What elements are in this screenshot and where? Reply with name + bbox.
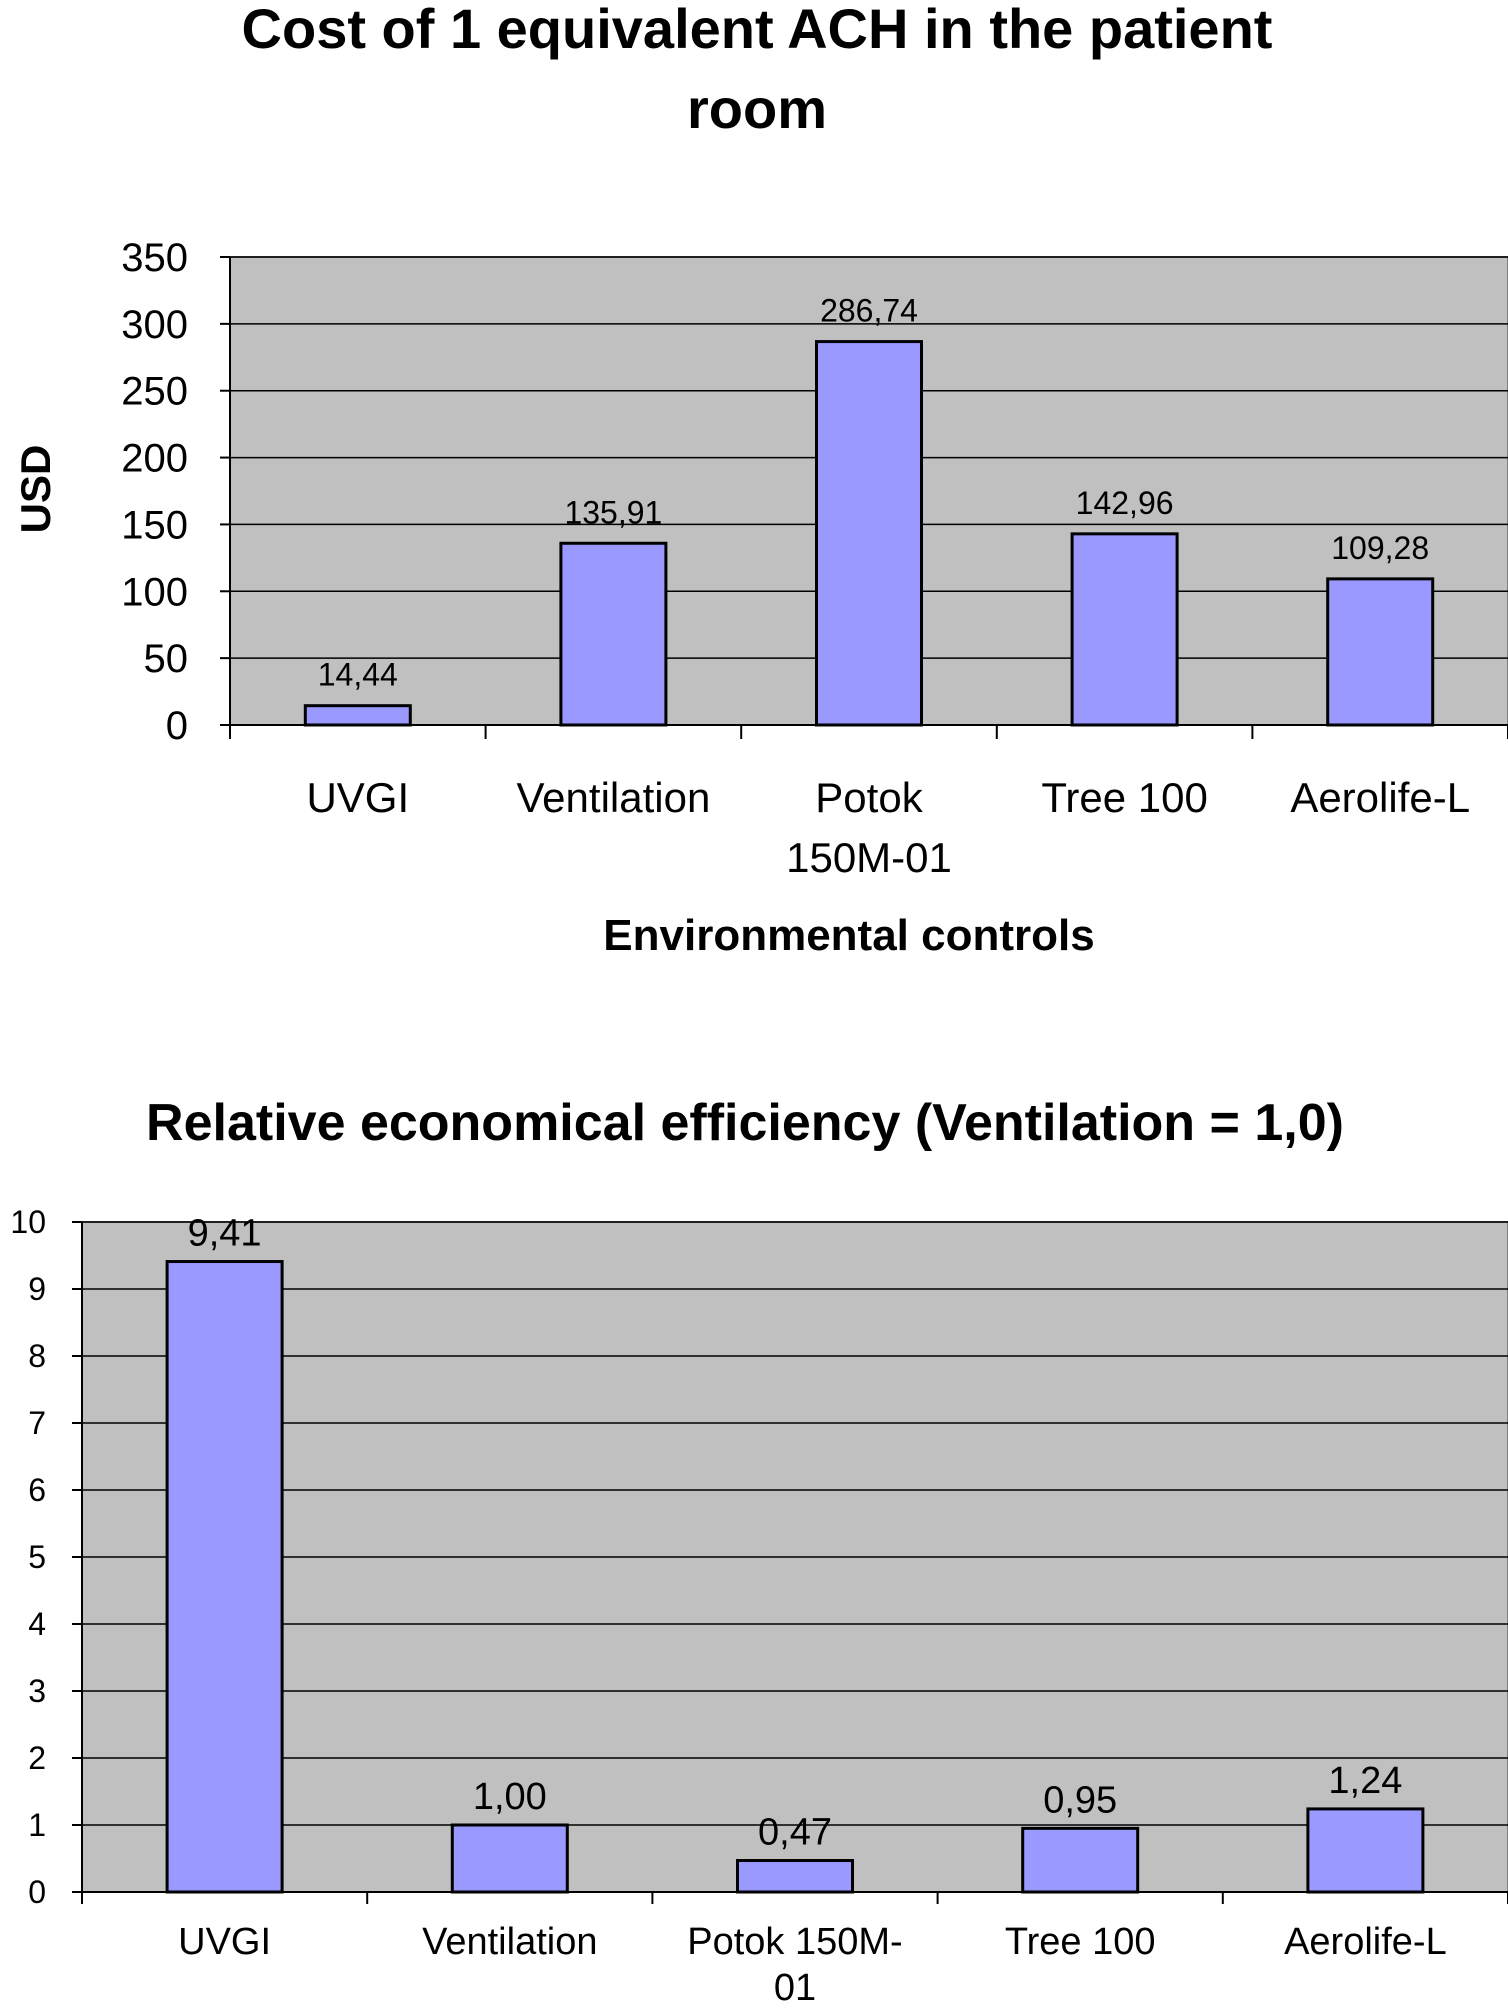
chart1-y-tick-label: 7 — [28, 1405, 46, 1441]
chart0-category-label-3: Tree 100 — [1041, 774, 1208, 821]
chart0-category-label-1: Ventilation — [516, 774, 710, 821]
chart1-bar-4 — [1306, 1807, 1425, 1894]
chart1-y-tick-label: 9 — [28, 1271, 46, 1307]
chart0-category-label-0: UVGI — [306, 774, 409, 821]
chart1-bar-2 — [736, 1859, 854, 1894]
cost-per-ach-chart: Cost of 1 equivalent ACH in the patient r… — [12, 0, 1508, 960]
chart1-data-label-4: 1,24 — [1328, 1760, 1402, 1802]
chart0-data-label-2: 286,74 — [820, 293, 918, 329]
chart0-y-tick-label: 50 — [144, 637, 189, 681]
chart1-y-tick-label: 4 — [28, 1606, 46, 1642]
chart0-category-label-4: Aerolife-L — [1290, 774, 1470, 821]
chart0-bar-1 — [559, 541, 668, 727]
chart1-y-tick-label: 1 — [28, 1807, 46, 1843]
chart1-category-label-4: Aerolife-L — [1284, 1921, 1447, 1963]
chart0-bar-3 — [1070, 532, 1179, 727]
chart1-data-label-2: 0,47 — [758, 1812, 832, 1854]
chart0-category-label-2: 150M-01 — [786, 834, 952, 881]
chart0-y-tick-label: 100 — [121, 570, 188, 614]
chart0-bar-4 — [1326, 577, 1435, 727]
chart1-data-label-3: 0,95 — [1043, 1779, 1117, 1821]
chart0-y-tick-label: 250 — [121, 370, 188, 414]
chart0-category-label-2: Potok — [815, 774, 923, 821]
chart0-y-tick-label: 150 — [121, 503, 188, 547]
chart0-y-tick-label: 300 — [121, 303, 188, 347]
chart1-y-tick-label: 0 — [28, 1874, 46, 1910]
chart1-bar-3 — [1021, 1826, 1140, 1894]
chart1-y-tick-label: 6 — [28, 1472, 46, 1508]
chart1-category-label-2: Potok 150M- — [687, 1921, 902, 1963]
chart1-title-line-0: Relative economical efficiency (Ventilat… — [146, 1094, 1344, 1152]
chart1-y-tick-label: 2 — [28, 1740, 46, 1776]
relative-efficiency-chart: Relative economical efficiency (Ventilat… — [10, 1094, 1508, 2009]
chart1-y-tick-label: 3 — [28, 1673, 46, 1709]
chart0-y-tick-label: 0 — [166, 704, 188, 748]
chart0-data-label-0: 14,44 — [318, 657, 398, 693]
chart1-data-label-1: 1,00 — [473, 1776, 547, 1818]
chart0-data-label-3: 142,96 — [1076, 485, 1174, 521]
chart0-title-line-0: Cost of 1 equivalent ACH in the patient — [242, 0, 1273, 60]
chart0-bar-0 — [303, 704, 412, 727]
chart0-y-axis-label: USD — [12, 445, 59, 534]
chart0-bar-2 — [815, 340, 923, 727]
chart1-category-label-0: UVGI — [178, 1921, 271, 1963]
chart1-bar-0 — [165, 1260, 284, 1894]
chart0-title-line-1: room — [687, 77, 827, 140]
chart1-bar-1 — [450, 1823, 569, 1894]
chart0-data-label-4: 109,28 — [1331, 530, 1429, 566]
chart0-y-tick-label: 350 — [121, 236, 188, 280]
chart1-y-tick-label: 10 — [10, 1204, 46, 1240]
chart1-category-label-3: Tree 100 — [1005, 1921, 1156, 1963]
chart1-y-tick-label: 8 — [28, 1338, 46, 1374]
chart1-category-label-2: 01 — [774, 1967, 816, 2009]
chart1-data-label-0: 9,41 — [188, 1213, 262, 1255]
chart0-x-axis-label: Environmental controls — [603, 911, 1094, 960]
chart1-y-tick-label: 5 — [28, 1539, 46, 1575]
chart0-y-tick-label: 200 — [121, 437, 188, 481]
chart1-category-label-1: Ventilation — [422, 1921, 597, 1963]
chart0-data-label-1: 135,91 — [564, 494, 662, 530]
